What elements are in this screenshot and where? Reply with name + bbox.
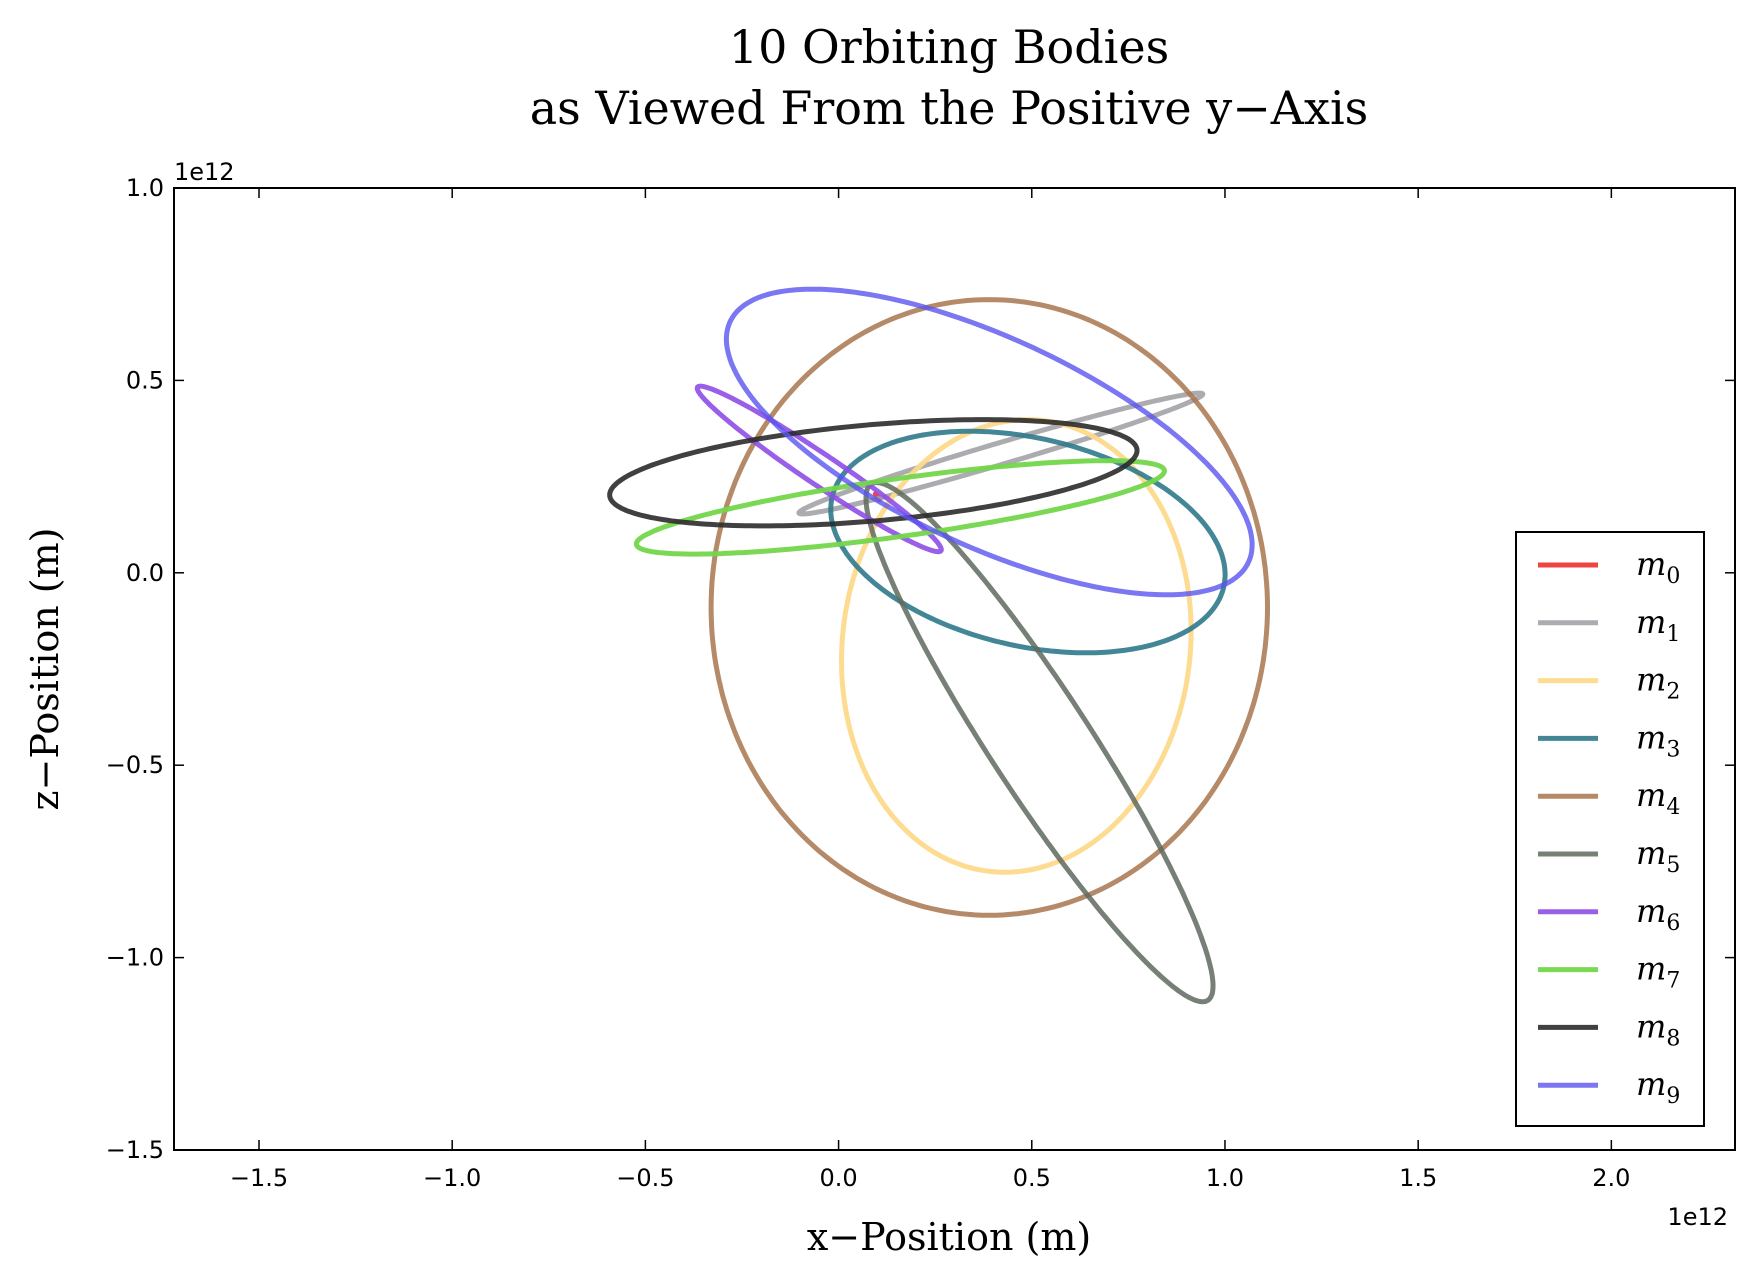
chart-title: 10 Orbiting Bodies [729,20,1169,74]
y-tick-label: 0.0 [126,559,164,587]
x-offset-label: 1e12 [1667,1203,1728,1231]
x-tick-label: 2.0 [1592,1164,1630,1192]
x-axis-ticks: −1.5 −1.0 −0.5 0.0 0.5 1.0 1.5 2.0 [230,188,1630,1192]
series-layer [607,286,1270,1005]
y-tick-label: 1.0 [126,174,164,202]
y-axis-label: z−Position (m) [23,528,67,811]
x-tick-label: 1.5 [1399,1164,1437,1192]
x-tick-label: 1.0 [1206,1164,1244,1192]
orbit-series-m8 [607,417,1140,529]
y-tick-label: −1.5 [106,1136,164,1164]
orbit-series-m5 [863,480,1216,1005]
plot-area-frame [173,187,1736,1151]
x-axis-label: x−Position (m) [807,1215,1091,1259]
y-tick-label: 0.5 [126,366,164,394]
chart-subtitle: as Viewed From the Positive y−Axis [530,81,1369,135]
y-tick-label: −1.0 [106,944,164,972]
x-tick-label: 0.0 [819,1164,857,1192]
orbit-series-m4 [708,297,1270,918]
orbit-series-m1 [796,390,1206,517]
x-tick-label: 0.5 [1013,1164,1051,1192]
y-axis-ticks: 1.0 0.5 0.0 −0.5 −1.0 −1.5 [106,174,1735,1164]
x-tick-label: −1.5 [230,1164,288,1192]
x-tick-label: −0.5 [616,1164,674,1192]
y-offset-label: 1e12 [174,158,235,186]
orbit-series-m7 [633,458,1167,557]
x-tick-label: −1.0 [423,1164,481,1192]
y-tick-label: −0.5 [106,751,164,779]
orbit-series-m9 [723,286,1255,598]
